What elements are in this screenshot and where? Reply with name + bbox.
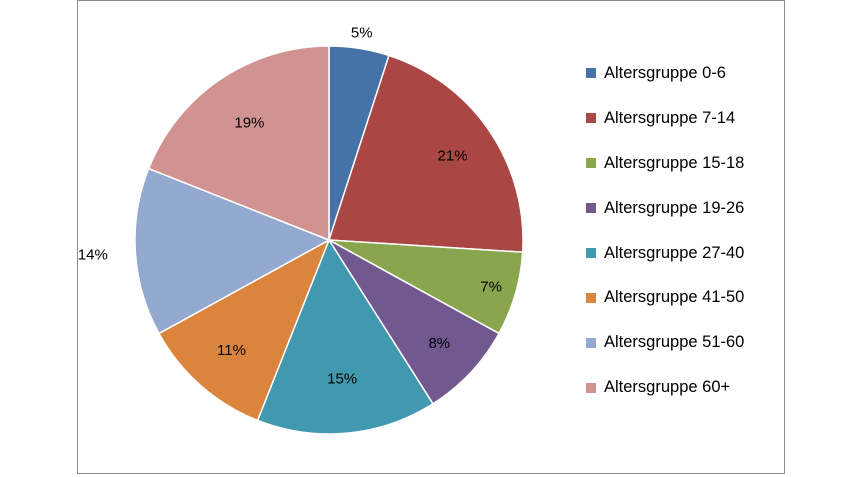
- legend-label: Altersgruppe 27-40: [604, 243, 745, 262]
- pie-slice: [147, 45, 330, 242]
- pie-slice: [327, 54, 524, 253]
- pie-slice: [134, 167, 331, 335]
- legend-label: Altersgruppe 60+: [604, 378, 731, 397]
- legend-swatch: [586, 382, 596, 393]
- legend: Altersgruppe 0-6 Altersgruppe 7-14 Altersg…: [586, 63, 744, 422]
- legend-label: Altersgruppe 51-60: [604, 333, 745, 352]
- legend-item: Altersgruppe 7-14: [586, 96, 744, 141]
- chart-area: 5% 21% 7% 8% 15% 11% 14% 19% Altersgruppe 0-6 Al…: [77, 0, 785, 474]
- legend-swatch: [586, 248, 596, 258]
- slice-data-label: 15%: [327, 371, 357, 388]
- pie-chart: 5% 21% 7% 8% 15% 11% 14% 19%: [78, 25, 524, 435]
- legend-item: Altersgruppe 51-60: [586, 320, 744, 365]
- legend-label: Altersgruppe 0-6: [604, 63, 726, 82]
- pie-data-labels: 5% 21% 7% 8% 15% 11% 14% 19%: [78, 25, 502, 388]
- legend-item: Altersgruppe 41-50: [586, 275, 744, 320]
- legend-swatch: [586, 158, 596, 169]
- pie-slice: [328, 239, 501, 405]
- legend-swatch: [586, 292, 596, 303]
- legend-swatch: [586, 113, 596, 124]
- slice-data-label: 14%: [78, 246, 108, 263]
- legend-swatch: [586, 68, 596, 79]
- legend-label: Altersgruppe 19-26: [604, 198, 745, 217]
- slice-data-label: 21%: [438, 148, 468, 165]
- slice-data-label: 5%: [351, 25, 373, 42]
- legend-item: Altersgruppe 60+: [586, 365, 744, 410]
- legend-swatch: [586, 203, 596, 214]
- legend-item: Altersgruppe 15-18: [586, 141, 744, 186]
- slice-data-label: 7%: [480, 279, 502, 296]
- legend-item: Altersgruppe 0-6: [586, 51, 744, 96]
- legend-label: Altersgruppe 7-14: [604, 108, 736, 127]
- slice-data-label: 19%: [234, 114, 264, 131]
- legend-item: Altersgruppe 19-26: [586, 186, 744, 231]
- pie-slices: [134, 45, 524, 435]
- pie-slice: [256, 238, 434, 435]
- legend-label: Altersgruppe 41-50: [604, 288, 745, 307]
- legend-swatch: [586, 337, 596, 348]
- pie-slice: [157, 238, 331, 422]
- slice-data-label: 11%: [217, 342, 246, 359]
- legend-label: Altersgruppe 15-18: [604, 153, 745, 172]
- legend-item: Altersgruppe 27-40: [586, 231, 744, 276]
- slice-data-label: 8%: [428, 335, 450, 352]
